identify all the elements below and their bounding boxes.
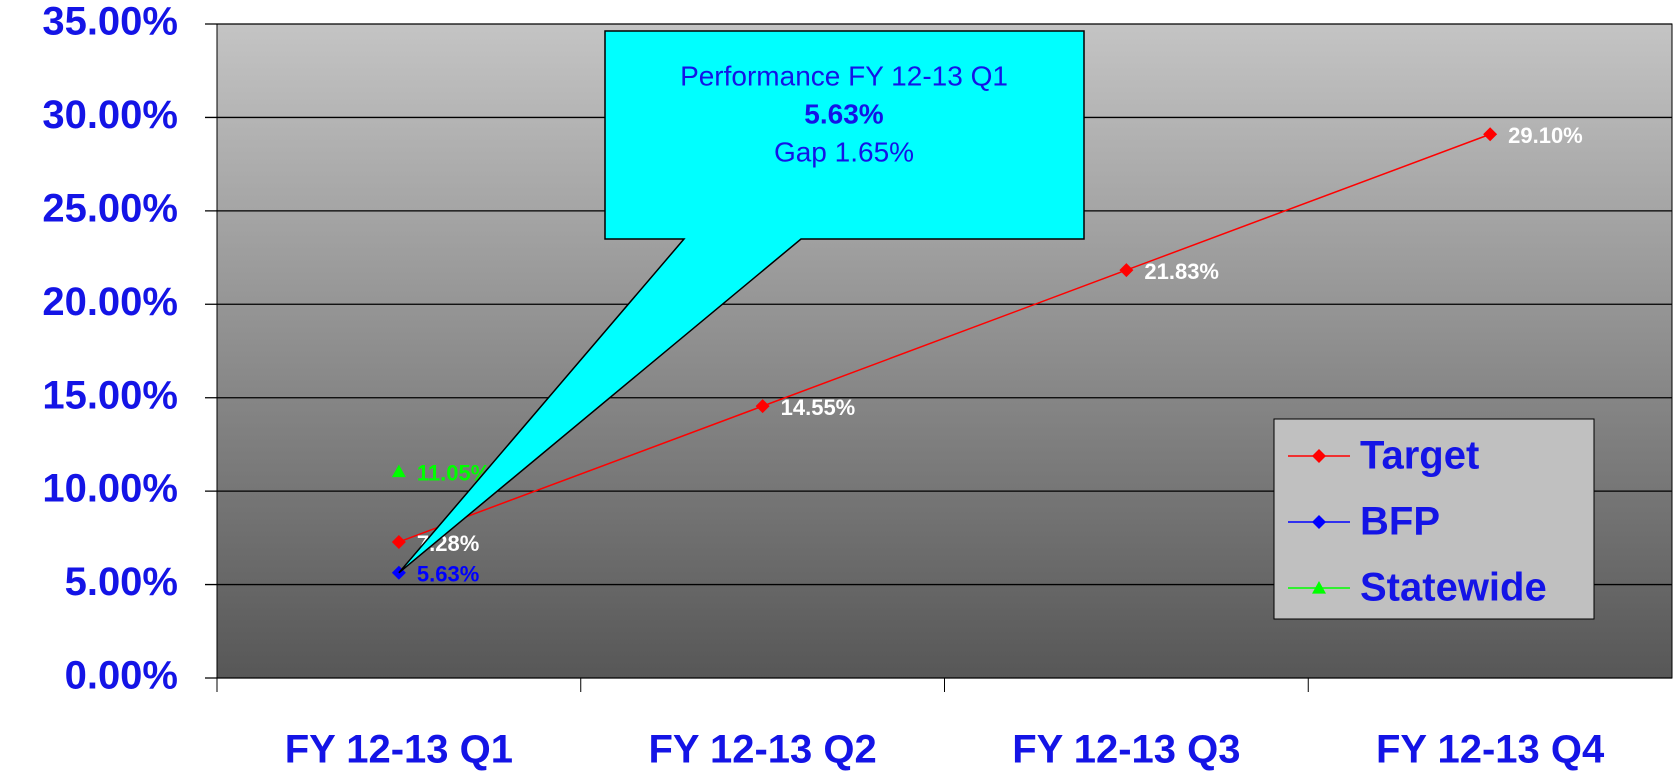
marker [1483, 127, 1498, 142]
y-tick-label: 10.00% [42, 467, 178, 511]
y-tick-label: 0.00% [65, 654, 178, 698]
y-tick-label: 35.00% [42, 0, 178, 44]
data-label: 21.83% [1144, 259, 1219, 284]
legend-label: BFP [1360, 500, 1440, 544]
x-tick-label: FY 12-13 Q2 [648, 728, 876, 772]
data-label: 5.63% [417, 562, 479, 587]
marker [1312, 515, 1326, 529]
callout-text: Performance FY 12-13 Q1 [680, 60, 1008, 91]
y-tick-label: 25.00% [42, 186, 178, 230]
callout-text: Gap 1.65% [774, 136, 914, 167]
legend-label: Statewide [1360, 566, 1547, 610]
marker [1312, 449, 1326, 463]
x-tick-label: FY 12-13 Q1 [285, 728, 513, 772]
y-tick-label: 5.00% [65, 560, 178, 604]
marker [1119, 263, 1134, 278]
marker [1312, 581, 1326, 594]
marker [391, 534, 406, 549]
x-tick-label: FY 12-13 Q4 [1376, 728, 1605, 772]
marker [391, 464, 406, 478]
data-label: 14.55% [781, 395, 856, 420]
y-tick-label: 15.00% [42, 373, 178, 417]
legend [1273, 418, 1595, 620]
y-tick-label: 20.00% [42, 280, 178, 324]
data-label: 29.10% [1508, 123, 1583, 148]
y-tick-label: 30.00% [42, 93, 178, 137]
legend-label: Target [1360, 434, 1479, 478]
x-tick-label: FY 12-13 Q3 [1012, 728, 1240, 772]
series-line [398, 133, 1491, 543]
marker [755, 399, 770, 414]
callout-text: 5.63% [804, 98, 883, 129]
callout [398, 30, 1085, 574]
